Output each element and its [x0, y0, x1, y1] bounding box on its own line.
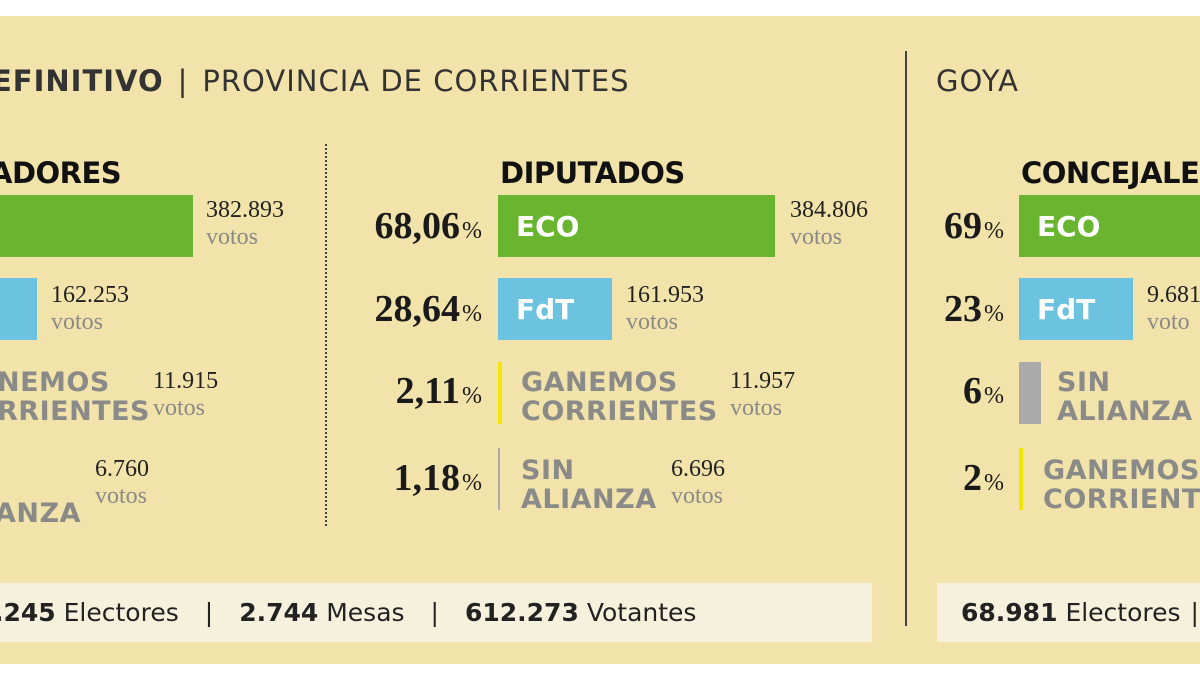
- party-senadores-ganemos: NEMOS RRIENTES: [0, 367, 150, 427]
- bar-concejales-ganemos: [1019, 448, 1023, 510]
- bar-diputados-sin-alianza: [498, 448, 500, 510]
- divider-dotted: [325, 144, 327, 526]
- bar-concejales-fdt: FdT: [1019, 278, 1133, 340]
- pct-symbol: %: [984, 383, 1004, 409]
- footer-electores-label: Electores: [63, 598, 179, 627]
- bar-diputados-ganemos: [498, 362, 502, 424]
- votes-label: votos: [790, 224, 843, 250]
- bar-concejales-sin-alianza: [1019, 362, 1041, 424]
- pct-symbol: %: [462, 383, 482, 409]
- section-title-concejales: CONCEJALES: [1021, 156, 1200, 190]
- votes-senadores-sin-alianza: 6.760 votos: [95, 456, 149, 510]
- results-panel: EFINITIVO | PROVINCIA DE CORRIENTES GOYA A…: [0, 16, 1200, 664]
- votes-value: 161.953: [626, 282, 704, 308]
- footer-goya-electores-label: Electores: [1065, 598, 1181, 627]
- votes-label: votos: [626, 309, 679, 335]
- bar-label: ECO: [516, 210, 580, 243]
- header-status: EFINITIVO: [0, 64, 164, 98]
- header-right: GOYA: [936, 64, 1019, 98]
- bar-diputados-fdt: FdT: [498, 278, 612, 340]
- footer-votantes-number: 612.273: [464, 598, 579, 627]
- footer-separator: |: [204, 598, 214, 627]
- votes-senadores-eco: 382.893 votos: [206, 197, 284, 251]
- bar-senadores-eco: [0, 195, 193, 257]
- party-concejales-ganemos: GANEMOS CORRIENTE: [1043, 455, 1200, 515]
- footer-separator: |: [1190, 598, 1199, 627]
- pct-concejales-ganemos: 2%: [884, 459, 1004, 497]
- pct-symbol: %: [462, 301, 482, 327]
- party-diputados-ganemos: GANEMOS CORRIENTES: [521, 367, 718, 427]
- section-title-senadores: ADORES: [0, 156, 122, 190]
- footer-votantes-label: Votantes: [586, 598, 697, 627]
- pct-value: 6: [963, 370, 982, 412]
- party-concejales-sin-alianza: SIN ALIANZA: [1057, 367, 1193, 427]
- votes-value: 162.253: [51, 282, 129, 308]
- divider-solid: [905, 51, 907, 626]
- votes-label: voto: [1147, 309, 1190, 335]
- footer-stats-province: .245 Electores | 2.744 Mesas | 612.273 Votan…: [0, 583, 872, 642]
- footer-separator: |: [430, 598, 439, 627]
- votes-diputados-eco: 384.806 votos: [790, 197, 868, 251]
- pct-diputados-sin-alianza: 1,18%: [362, 457, 483, 499]
- pct-concejales-fdt: 23%: [884, 290, 1004, 328]
- votes-concejales-fdt: 9.681 voto: [1147, 282, 1200, 336]
- votes-value: 6.696: [671, 456, 725, 482]
- party-diputados-sin-alianza: SIN ALIANZA: [521, 455, 657, 515]
- section-title-diputados: DIPUTADOS: [500, 156, 685, 190]
- bar-senadores-fdt: [0, 278, 37, 340]
- pct-value: 69: [944, 205, 982, 247]
- pct-value: 68,06: [374, 205, 461, 247]
- votes-value: 382.893: [206, 197, 284, 223]
- votes-diputados-ganemos: 11.957 votos: [730, 368, 795, 422]
- votes-value: 6.760: [95, 456, 149, 482]
- pct-diputados-eco: 68,06%: [362, 205, 483, 247]
- votes-diputados-sin-alianza: 6.696 votos: [671, 456, 725, 510]
- footer-electores-number: .245: [0, 598, 56, 627]
- party-senadores-sin-alianza: ANZA: [0, 498, 81, 529]
- bar-label: ECO: [1037, 210, 1101, 243]
- pct-value: 1,18: [393, 457, 461, 499]
- pct-symbol: %: [984, 218, 1004, 244]
- votes-diputados-fdt: 161.953 votos: [626, 282, 704, 336]
- pct-value: 23: [944, 288, 982, 330]
- pct-symbol: %: [984, 470, 1004, 496]
- pct-symbol: %: [462, 218, 482, 244]
- votes-label: votos: [730, 395, 783, 421]
- pct-symbol: %: [984, 301, 1004, 327]
- footer-mesas-label: Mesas: [326, 598, 405, 627]
- pct-symbol: %: [462, 470, 482, 496]
- bar-label: FdT: [516, 293, 575, 326]
- bar-concejales-eco: ECO: [1019, 195, 1200, 257]
- pct-value: 2,11: [395, 370, 460, 412]
- header-city: GOYA: [936, 64, 1020, 98]
- pct-value: 2: [963, 457, 982, 499]
- votes-value: 384.806: [790, 197, 868, 223]
- footer-mesas-number: 2.744: [239, 598, 319, 627]
- votes-value: 11.915: [153, 368, 219, 394]
- pct-diputados-fdt: 28,64%: [362, 288, 483, 330]
- header-left: EFINITIVO | PROVINCIA DE CORRIENTES: [0, 64, 630, 98]
- votes-senadores-ganemos: 11.915 votos: [153, 368, 218, 422]
- votes-label: votos: [206, 224, 259, 250]
- pct-concejales-sin-alianza: 6%: [884, 372, 1004, 410]
- header-separator: |: [177, 64, 189, 98]
- votes-value: 9.681: [1147, 282, 1200, 308]
- header-province: PROVINCIA DE CORRIENTES: [202, 64, 630, 98]
- votes-senadores-fdt: 162.253 votos: [51, 282, 129, 336]
- footer-stats-goya: 68.981 Electores|4: [937, 583, 1200, 642]
- bar-diputados-eco: ECO: [498, 195, 775, 257]
- pct-value: 28,64: [374, 288, 461, 330]
- pct-concejales-eco: 69%: [884, 207, 1004, 245]
- votes-value: 11.957: [730, 368, 796, 394]
- votes-label: votos: [95, 483, 148, 509]
- votes-label: votos: [671, 483, 724, 509]
- pct-diputados-ganemos: 2,11%: [362, 372, 482, 410]
- bar-label: FdT: [1037, 293, 1096, 326]
- footer-goya-electores-number: 68.981: [961, 598, 1058, 627]
- votes-label: votos: [153, 395, 206, 421]
- votes-label: votos: [51, 309, 104, 335]
